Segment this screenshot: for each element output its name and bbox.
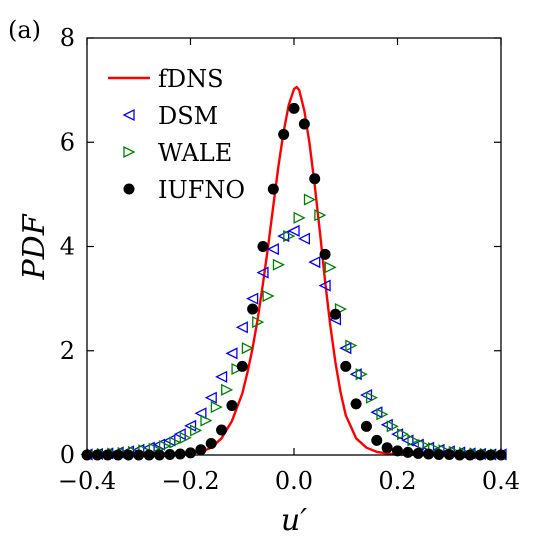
x-axis-title: u′ [281, 503, 307, 538]
iufno-point [298, 118, 310, 130]
iufno-point [329, 308, 341, 320]
series-wale [86, 193, 503, 461]
wale-point [376, 408, 389, 421]
wale-point [386, 420, 399, 433]
legend-marker-swatch [122, 108, 135, 122]
dsm-point [204, 391, 217, 404]
legend-item-fdns: fDNS [108, 65, 224, 93]
y-axis: 0 2 4 6 8 [60, 24, 501, 469]
legend-item-wale: WALE [123, 139, 232, 167]
series-line-fdns [87, 85, 501, 457]
wale-point [190, 424, 203, 437]
iufno-point [319, 248, 331, 260]
wale-point [200, 414, 213, 427]
iufno-point [205, 438, 217, 450]
legend-item-iufno: IUFNO [123, 176, 245, 204]
legend-label: IUFNO [158, 176, 245, 204]
iufno-point [267, 183, 279, 195]
wale-point [221, 383, 234, 396]
dsm-point [266, 243, 279, 256]
wale-point [179, 431, 192, 444]
panel-label: (a) [8, 16, 41, 44]
iufno-point [402, 446, 414, 458]
dsm-point [256, 266, 269, 279]
dsm-point [235, 321, 248, 334]
y-tick-label: 6 [60, 128, 75, 156]
iufno-point [340, 360, 352, 372]
legend-marker-swatch [123, 183, 135, 195]
wale-point [283, 230, 296, 243]
iufno-point [174, 448, 186, 460]
series-dsm [80, 224, 507, 461]
iufno-point [226, 399, 238, 411]
wale-point [293, 211, 306, 224]
wale-point [397, 428, 410, 441]
wale-point [355, 368, 368, 381]
dsm-point [287, 224, 300, 237]
dsm-point [308, 256, 321, 269]
wale-point [241, 342, 254, 355]
legend-label: WALE [158, 139, 232, 167]
wale-point [407, 434, 420, 447]
iufno-point [236, 360, 248, 372]
wale-point [262, 289, 275, 303]
x-tick-label: 0.4 [482, 467, 520, 495]
series-iufno [81, 102, 507, 461]
dsm-point [297, 232, 311, 245]
iufno-point [360, 420, 372, 432]
iufno-point [350, 398, 362, 410]
dsm-point [225, 347, 238, 360]
iufno-point [257, 241, 269, 252]
wale-point [365, 391, 379, 404]
iufno-point [288, 102, 300, 114]
iufno-point [195, 444, 207, 456]
legend: fDNS DSM WALE IUFNO [108, 65, 245, 204]
y-tick-label: 0 [60, 441, 75, 469]
wale-point [158, 440, 172, 453]
wale-point [303, 193, 316, 206]
y-tick-label: 8 [60, 24, 75, 52]
y-tick-label: 2 [60, 337, 75, 365]
iufno-point [412, 447, 424, 459]
x-tick-label: 0.2 [378, 467, 416, 495]
x-tick-label: 0.0 [275, 467, 313, 495]
iufno-point [309, 173, 321, 185]
iufno-point [381, 442, 393, 454]
legend-label: fDNS [158, 65, 224, 93]
wale-point [148, 442, 161, 455]
plot-frame [86, 37, 502, 456]
legend-item-dsm: DSM [122, 102, 218, 130]
wale-point [252, 316, 265, 329]
dsm-point [246, 292, 259, 305]
iufno-point [423, 448, 435, 460]
iufno-point [371, 434, 383, 446]
wale-point [345, 339, 358, 352]
iufno-point [216, 424, 228, 436]
wale-point [428, 442, 441, 455]
wale-point [314, 209, 327, 222]
wale-point [324, 261, 337, 274]
x-axis: −0.4 −0.2 0.0 0.2 0.4 [58, 38, 520, 495]
x-tick-label: −0.4 [58, 467, 116, 495]
legend-marker-swatch [123, 145, 136, 159]
y-axis-title: PDF [17, 213, 52, 280]
wale-point [417, 439, 430, 452]
wale-point [169, 436, 182, 449]
wale-point [210, 400, 223, 414]
wale-point [272, 258, 285, 271]
iufno-point [247, 303, 259, 315]
x-tick-label: −0.2 [161, 467, 219, 495]
y-tick-label: 4 [60, 233, 75, 261]
iufno-point [278, 128, 290, 140]
plot-series [80, 85, 507, 461]
dsm-point [215, 370, 228, 383]
legend-label: DSM [158, 102, 218, 130]
dsm-point [318, 279, 331, 292]
